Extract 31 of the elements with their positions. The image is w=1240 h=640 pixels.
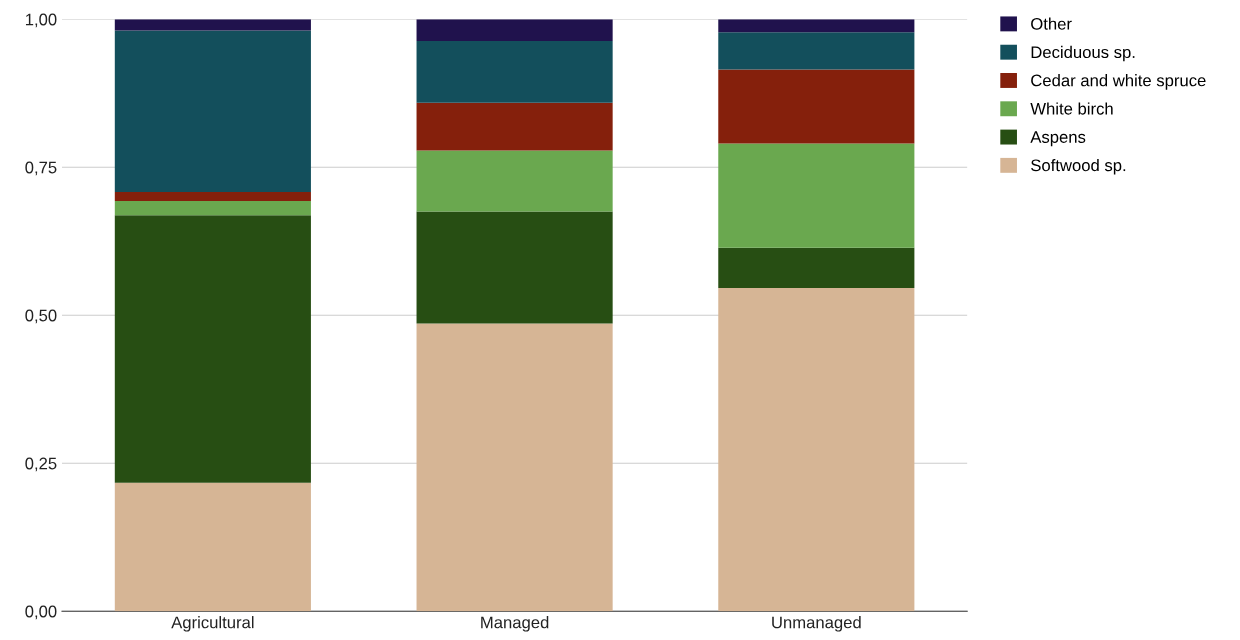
bar xyxy=(416,41,613,103)
legend-label: Aspens xyxy=(1030,131,1086,147)
y-tick-label: 0,75 xyxy=(25,161,57,176)
y-tick-label: 0,50 xyxy=(25,309,57,324)
bar xyxy=(416,150,613,212)
legend-label: Softwood sp. xyxy=(1031,158,1126,175)
bar xyxy=(114,215,311,483)
legend-label: White birch xyxy=(1030,102,1113,115)
y-tick-label: 1,00 xyxy=(25,13,57,28)
x-tick-label: Unmanaged xyxy=(772,616,861,632)
y-tick-label: 0,00 xyxy=(25,605,57,620)
bar xyxy=(718,287,915,612)
bar xyxy=(718,143,915,248)
x-tick-label: Managed xyxy=(481,616,549,632)
legend-label: Deciduous sp. xyxy=(1031,45,1135,62)
y-tick-label: 0,25 xyxy=(25,457,57,472)
bar xyxy=(416,102,613,151)
bar xyxy=(718,19,915,33)
legend-label: Other xyxy=(1031,17,1072,30)
legend-label: Cedar and white spruce xyxy=(1031,74,1206,90)
bar xyxy=(718,247,915,288)
bar xyxy=(114,200,311,216)
bar xyxy=(114,482,311,612)
bar xyxy=(416,211,613,324)
bar xyxy=(718,32,915,70)
bar xyxy=(114,192,311,201)
bar xyxy=(416,323,613,612)
bar xyxy=(114,30,311,193)
bar xyxy=(416,19,613,42)
x-tick-label: Agricultural xyxy=(171,616,254,632)
bar xyxy=(718,69,915,144)
